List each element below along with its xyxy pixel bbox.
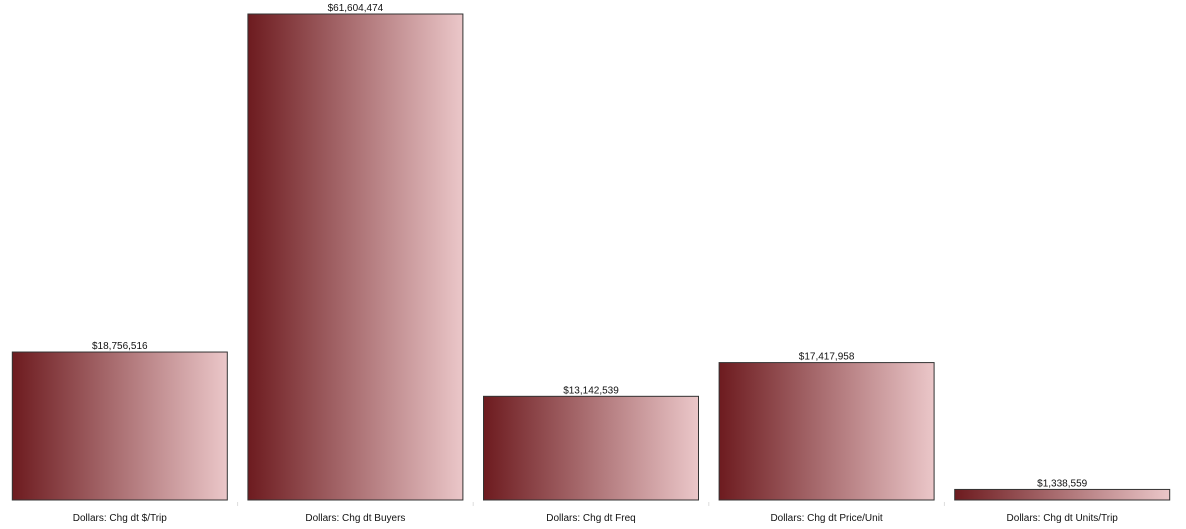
- x-tick-label: Dollars: Chg dt Buyers: [305, 513, 405, 524]
- bar: [483, 395, 699, 501]
- x-tick-label: Dollars: Chg dt Freq: [546, 513, 635, 524]
- bar: [247, 13, 464, 501]
- x-tick-label: Dollars: Chg dt Units/Trip: [1007, 513, 1119, 524]
- value-label: $18,756,516: [92, 341, 148, 352]
- x-tick-label: Dollars: Chg dt Price/Unit: [770, 513, 882, 524]
- value-label: $61,604,474: [328, 3, 384, 14]
- value-label: $17,417,958: [799, 352, 855, 363]
- bar: [718, 362, 935, 501]
- x-tick-label: Dollars: Chg dt $/Trip: [73, 513, 168, 524]
- bar: [11, 351, 228, 501]
- value-label: $1,338,559: [1037, 478, 1087, 489]
- bar: [954, 488, 1171, 501]
- value-label: $13,142,539: [563, 385, 619, 396]
